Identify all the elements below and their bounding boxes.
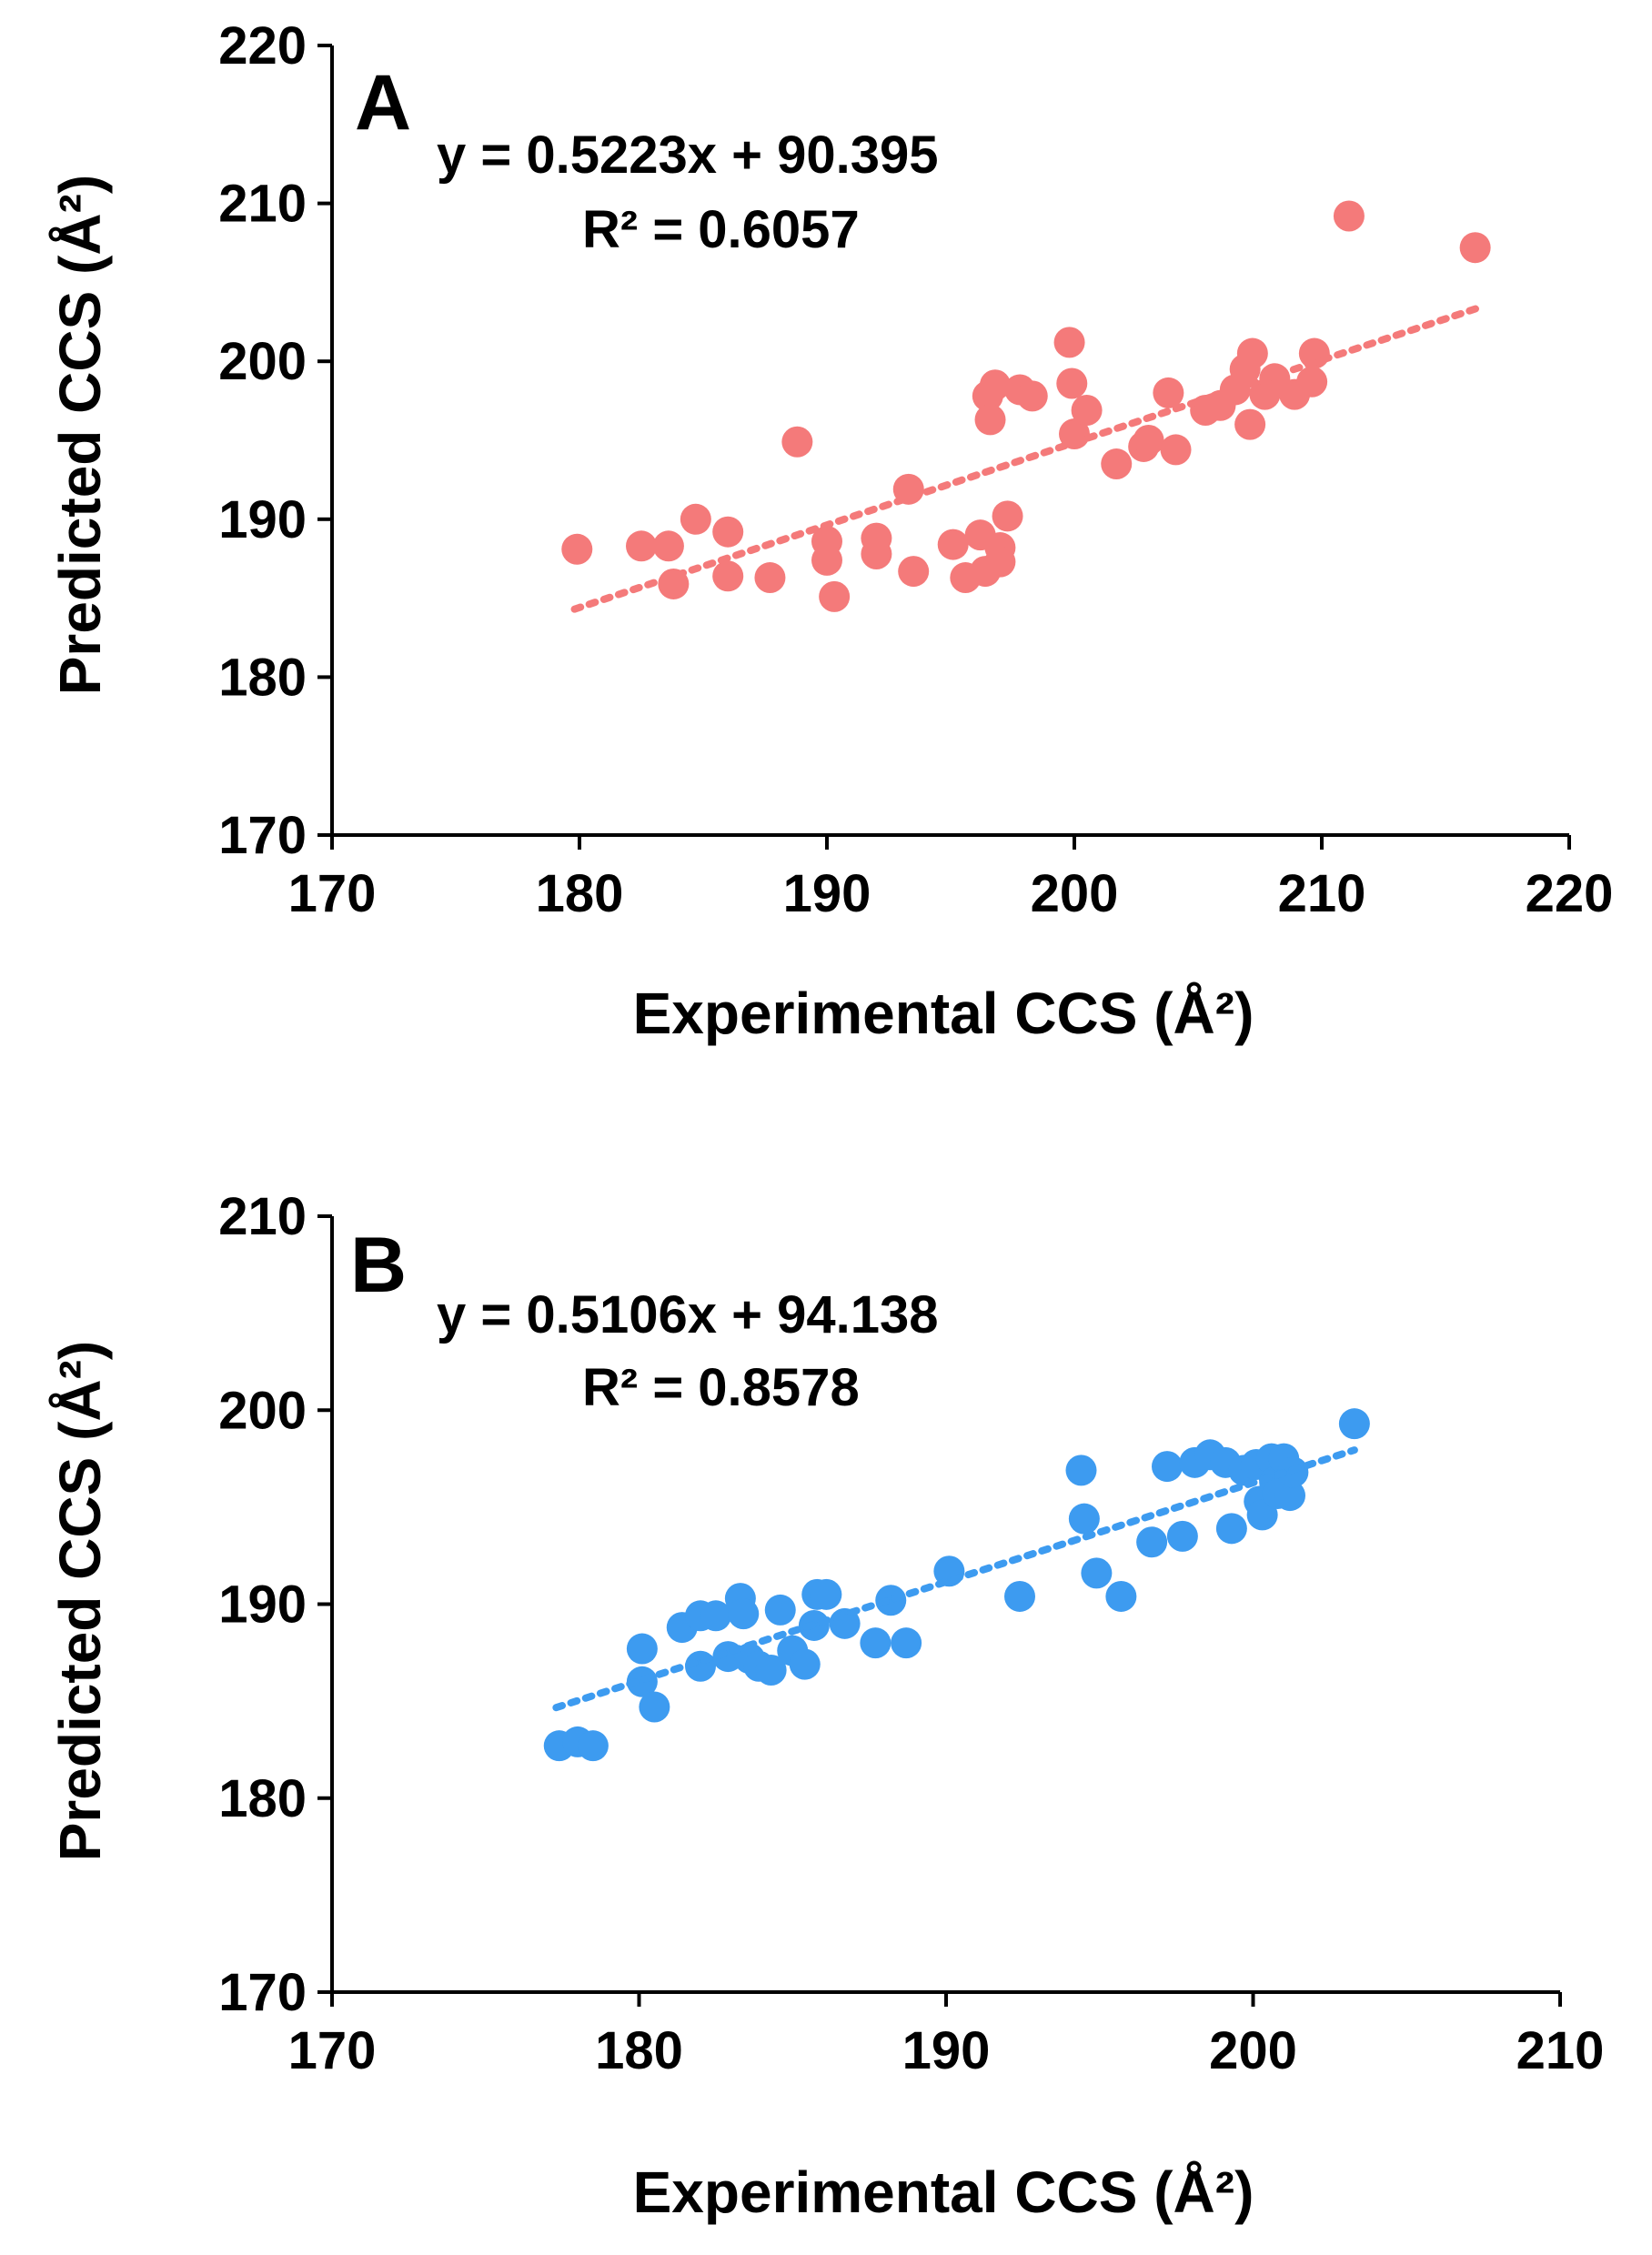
panel-a-data-point (754, 562, 786, 594)
panel-a-y-tick-label: 220 (218, 16, 307, 76)
panel-b-x-axis-label: Experimental CCS (Å²) (633, 2159, 1254, 2225)
panel-a-data-point (1101, 448, 1133, 480)
panel-a-data-point (1056, 367, 1088, 399)
panel-a-marks (561, 200, 1491, 613)
panel-b-y-tick-label: 210 (218, 1187, 307, 1246)
panel-b-data-point (577, 1730, 609, 1762)
panel-b-marks (543, 1408, 1370, 1762)
panel-b-x-tick-label: 200 (1209, 2021, 1297, 2080)
panel-a-data-point (1133, 425, 1164, 456)
panel-b-data-point (1065, 1455, 1097, 1486)
panel-a-data-point (561, 533, 593, 565)
panel-a-y-tick-label: 210 (218, 175, 307, 234)
panel-b-data-point (1246, 1499, 1278, 1531)
panel-a-equation: y = 0.5223x + 90.395 (437, 126, 939, 185)
panel-a-y-tick-label: 190 (218, 490, 307, 549)
panel-a-data-point (979, 369, 1011, 401)
panel-a-data-point (712, 560, 744, 592)
panel-b-data-point (1338, 1408, 1370, 1440)
panel-b-data-point (1105, 1580, 1137, 1612)
panel-a-x-tick-label: 210 (1278, 864, 1366, 923)
panel-b-y-axis-label: Predicted CCS (Å²) (47, 1341, 113, 1862)
panel-a-data-point (1153, 377, 1184, 408)
panel-b-data-point (891, 1627, 922, 1659)
panel-a-x-tick-label: 220 (1526, 864, 1614, 923)
panel-b-trendline (552, 1446, 1358, 1712)
panel-a-data-point (1160, 434, 1192, 466)
panel-b-data-point (728, 1598, 760, 1630)
panel-a-data-point (652, 530, 684, 562)
panel-a-y-axis-label: Predicted CCS (Å²) (47, 175, 113, 696)
panel-b-y-tick-label: 170 (218, 1963, 307, 2022)
panel-a-data-point (1234, 408, 1266, 440)
panel-b-data-point (1068, 1503, 1100, 1535)
panel-b-x-tick-label: 170 (288, 2021, 377, 2080)
panel-b-data-point (764, 1594, 796, 1626)
panel-a-data-point (1459, 232, 1491, 264)
panel-a-y-tick-label: 180 (218, 648, 307, 707)
panel-b-data-point (860, 1627, 891, 1659)
panel-a-data-point (1071, 395, 1103, 427)
panel-a-data-point (626, 530, 657, 562)
panel-b-data-point (875, 1585, 907, 1616)
panel-b-x-tick-label: 210 (1516, 2021, 1605, 2080)
panel-b-data-point (700, 1600, 731, 1632)
panel-a-data-point (992, 500, 1023, 532)
panel-b-data-point (1004, 1580, 1035, 1612)
panel-b-y-tick-label: 190 (218, 1575, 307, 1635)
panel-b-data-point (1274, 1480, 1305, 1512)
panel-a-data-point (712, 516, 744, 548)
panel-a-x-tick-label: 170 (288, 864, 377, 923)
panel-b-data-point (1136, 1526, 1168, 1558)
panel-a-chart: 170 180 190 200 210 220 170 180 190 200 210 220 A y… (47, 16, 1613, 1046)
panel-a-data-point (1053, 327, 1085, 358)
panel-a-ticks: 170 180 190 200 210 220 170 180 190 200 210 220 (218, 16, 1613, 923)
panel-a-data-point (819, 580, 851, 612)
panel-a-y-tick-label: 170 (218, 806, 307, 865)
panel-b-r-squared: R² = 0.8578 (582, 1358, 860, 1417)
panel-a-data-point (781, 426, 813, 458)
panel-b-data-point (1166, 1520, 1198, 1552)
panel-a-x-tick-label: 180 (536, 864, 624, 923)
panel-a-data-point (811, 544, 842, 576)
panel-a-data-point (974, 404, 1006, 436)
panel-a-data-point (1333, 200, 1365, 232)
panel-a-data-point (984, 546, 1016, 578)
panel-b-y-tick-label: 200 (218, 1381, 307, 1440)
panel-a-y-tick-label: 200 (218, 332, 307, 391)
panel-b-equation: y = 0.5106x + 94.138 (437, 1285, 939, 1344)
panel-a-data-point (898, 556, 930, 588)
panel-b-data-point (755, 1655, 787, 1686)
panel-b-chart: 170 180 190 200 210 170 180 190 200 210 B y = 0.5… (47, 1187, 1604, 2225)
panel-a-data-point (937, 529, 969, 560)
panel-a-data-point (680, 503, 711, 535)
panel-b-data-point (789, 1648, 821, 1680)
panel-b-data-point (1152, 1451, 1183, 1483)
panel-b-y-tick-label: 180 (218, 1769, 307, 1828)
panel-b-x-tick-label: 190 (902, 2021, 991, 2080)
panel-b-letter: B (350, 1222, 407, 1309)
panel-a-data-point (1236, 337, 1268, 369)
panel-a-data-point (861, 538, 892, 569)
panel-a-trendline (570, 304, 1482, 613)
panel-a-x-tick-label: 190 (783, 864, 871, 923)
panel-b-data-point (626, 1633, 658, 1665)
panel-a-x-tick-label: 200 (1031, 864, 1119, 923)
panel-a-data-point (1296, 366, 1328, 398)
panel-b-data-point (1215, 1513, 1247, 1545)
panel-a-letter: A (355, 59, 411, 146)
panel-b-data-point (811, 1578, 842, 1610)
panel-a-data-point (1016, 380, 1048, 412)
panel-b-x-tick-label: 180 (595, 2021, 683, 2080)
panel-a-r-squared: R² = 0.6057 (582, 200, 860, 259)
panel-b-ticks: 170 180 190 200 210 170 180 190 200 210 (218, 1187, 1604, 2080)
panel-a-x-axis-label: Experimental CCS (Å²) (633, 981, 1254, 1046)
panel-b-data-point (1081, 1557, 1113, 1589)
panel-b-data-point (639, 1691, 670, 1723)
